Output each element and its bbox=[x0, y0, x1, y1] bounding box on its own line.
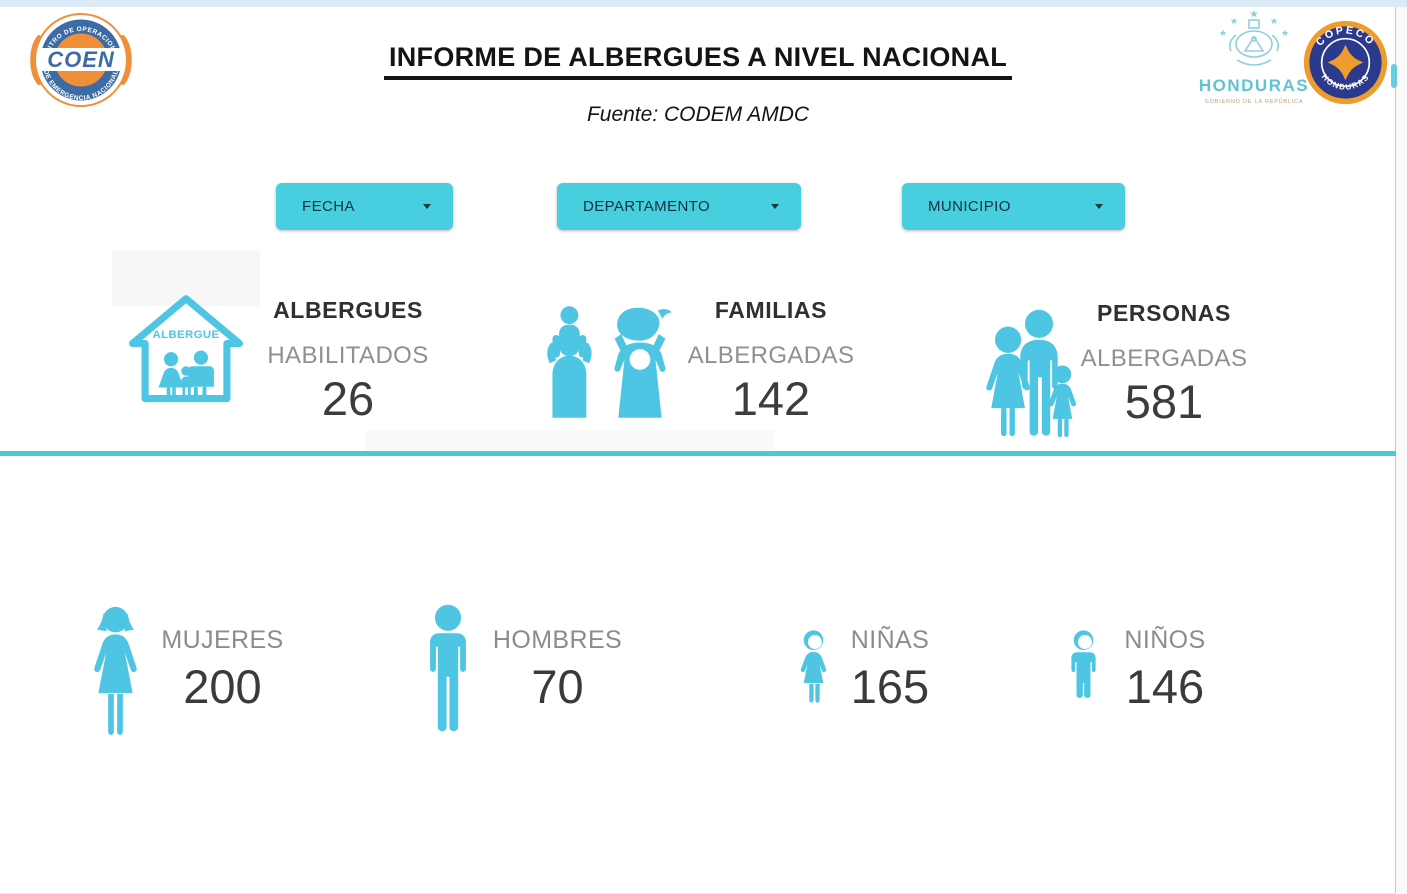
kpi-personas-title: PERSONAS bbox=[1097, 300, 1231, 326]
family-carrying-icon bbox=[547, 306, 672, 418]
coen-logo: CENTRO DE OPERACIONES DE EMERGENCIA NACI… bbox=[30, 13, 132, 107]
demo-ninas-value: 165 bbox=[850, 660, 930, 713]
man-icon bbox=[430, 604, 466, 732]
coen-acronym-text: COEN bbox=[47, 47, 115, 72]
kpi-albergues-title: ALBERGUES bbox=[273, 297, 423, 323]
family-group-icon bbox=[986, 309, 1077, 438]
chevron-down-icon bbox=[423, 204, 431, 209]
woman-icon bbox=[94, 606, 137, 735]
demo-mujeres-value: 200 bbox=[183, 660, 262, 713]
municipio-filter-label: MUNICIPIO bbox=[928, 198, 1011, 215]
chevron-down-icon bbox=[1095, 204, 1103, 209]
departamento-filter-dropdown[interactable]: DEPARTAMENTO bbox=[557, 183, 801, 230]
copeco-logo: COPECO HONDURAS bbox=[1303, 20, 1388, 105]
departamento-filter-label: DEPARTAMENTO bbox=[583, 198, 711, 215]
kpi-albergues-value: 26 bbox=[321, 372, 375, 425]
page-title-text: INFORME DE ALBERGUES A NIVEL NACIONAL bbox=[383, 42, 1013, 80]
kpi-personas-value: 581 bbox=[1124, 375, 1204, 428]
page-subtitle: Fuente: CODEM AMDC bbox=[586, 103, 810, 126]
demo-ninos: NIÑOS 146 bbox=[1095, 626, 1235, 714]
page-title: INFORME DE ALBERGUES A NIVEL NACIONAL bbox=[0, 42, 1396, 80]
right-gutter bbox=[1396, 7, 1407, 894]
faint-panel-edge bbox=[365, 430, 775, 451]
demo-hombres-value: 70 bbox=[531, 660, 584, 713]
kpi-albergues: ALBERGUES HABILITADOS 26 bbox=[258, 297, 438, 426]
kpi-familias-subtitle: ALBERGADAS bbox=[687, 342, 855, 369]
shelter-house-icon-label: ALBERGUE bbox=[152, 329, 219, 341]
kpi-familias: FAMILIAS ALBERGADAS 142 bbox=[680, 297, 862, 426]
demo-ninas: NIÑAS 165 bbox=[820, 626, 960, 714]
fecha-filter-label: FECHA bbox=[302, 198, 355, 215]
demo-mujeres: MUJERES 200 bbox=[150, 626, 295, 714]
chevron-down-icon bbox=[771, 204, 779, 209]
demo-ninos-value: 146 bbox=[1125, 660, 1205, 713]
boy-icon bbox=[1071, 630, 1096, 698]
kpi-personas-subtitle: ALBERGADAS bbox=[1080, 345, 1248, 372]
demo-ninas-label: NIÑAS bbox=[850, 626, 930, 654]
honduras-crest-icon bbox=[1219, 10, 1289, 66]
kpi-familias-title: FAMILIAS bbox=[714, 297, 828, 323]
top-border-strip bbox=[0, 0, 1407, 7]
demo-mujeres-label: MUJERES bbox=[161, 626, 284, 654]
municipio-filter-dropdown[interactable]: MUNICIPIO bbox=[902, 183, 1125, 230]
section-divider bbox=[0, 451, 1396, 456]
honduras-logo-name: HONDURAS bbox=[1198, 76, 1310, 95]
kpi-albergues-subtitle: HABILITADOS bbox=[267, 342, 429, 369]
fecha-filter-dropdown[interactable]: FECHA bbox=[276, 183, 453, 230]
kpi-personas: PERSONAS ALBERGADAS 581 bbox=[1072, 300, 1256, 429]
honduras-gov-logo: HONDURAS GOBIERNO DE LA REPÚBLICA bbox=[1196, 8, 1312, 105]
shelter-house-icon: ALBERGUE bbox=[128, 295, 244, 403]
girl-icon bbox=[800, 630, 827, 703]
demo-hombres: HOMBRES 70 bbox=[485, 626, 630, 714]
right-border-line bbox=[1395, 7, 1396, 894]
honduras-logo-tagline: GOBIERNO DE LA REPÚBLICA bbox=[1204, 99, 1304, 105]
kpi-familias-value: 142 bbox=[731, 372, 811, 425]
demo-hombres-label: HOMBRES bbox=[492, 626, 623, 654]
edge-marker bbox=[1391, 64, 1397, 88]
demo-ninos-label: NIÑOS bbox=[1124, 626, 1206, 654]
